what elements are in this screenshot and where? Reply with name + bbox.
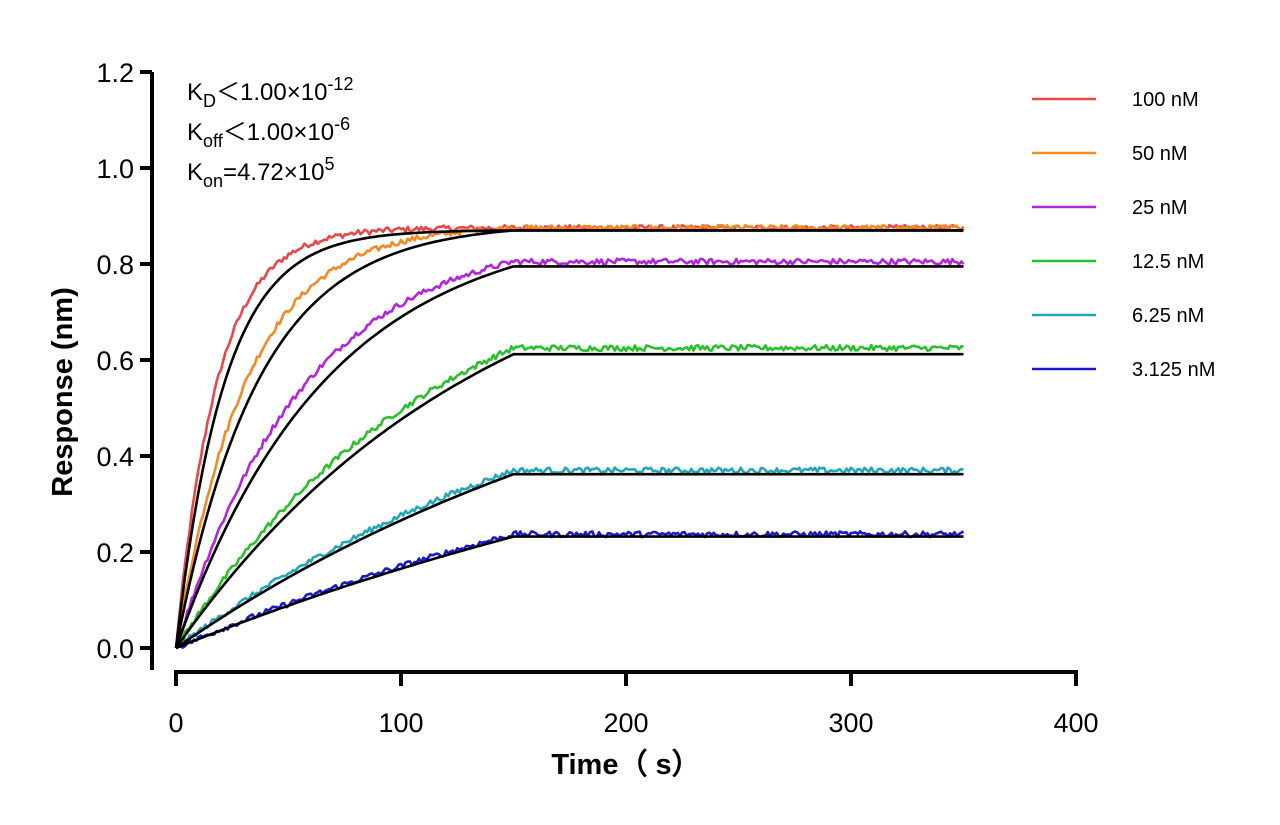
fit-line-50-nM (174, 229, 964, 649)
annotation-off: Koff＜1.00×10-6 (187, 114, 350, 151)
annotation-on: Kon=4.72×105 (187, 154, 335, 191)
x-tick-label: 200 (603, 708, 648, 738)
fit-line-100-nM (174, 229, 964, 649)
legend-label: 12.5 nM (1132, 251, 1204, 273)
axes-layer: 0.0 0.2 0.4 0.6 0.8 1.0 1.2 0 100 200 300 400 Time（ … (47, 58, 1099, 781)
x-tick-label: 400 (1053, 708, 1098, 738)
legend-label: 50 nM (1132, 143, 1188, 165)
x-axis-title: Time（ s） (551, 748, 700, 781)
x-tick-label: 100 (378, 708, 423, 738)
fit-line-6_25-nM (175, 472, 964, 650)
data-layer (174, 223, 965, 650)
y-tick-label: 0.6 (96, 346, 134, 376)
series-line-100-nM (174, 223, 965, 649)
y-tick-label: 1.0 (96, 154, 134, 184)
series-line-50-nM (174, 223, 965, 649)
legend-label: 25 nM (1132, 197, 1188, 219)
y-axis-title: Response (nm) (47, 287, 79, 496)
y-tick-label: 0.8 (96, 250, 134, 280)
x-tick-label: 300 (828, 708, 873, 738)
annotation-D: KD＜1.00×10-12 (187, 74, 353, 111)
y-tick-label: 0.4 (96, 442, 134, 472)
series-line-12_5-nM (174, 343, 964, 649)
legend-label: 6.25 nM (1132, 305, 1204, 327)
fit-line-25-nM (174, 265, 964, 649)
fit-line-3_125-nM (175, 535, 964, 650)
legend-label: 3.125 nM (1132, 359, 1215, 381)
fit-line-12_5-nM (174, 352, 964, 649)
y-tick-label: 0.0 (96, 634, 134, 664)
x-tick-label: 0 (168, 708, 183, 738)
y-tick-label: 1.2 (96, 58, 134, 88)
legend-label: 100 nM (1132, 89, 1199, 111)
y-tick-label: 0.2 (96, 538, 134, 568)
series-line-3_125-nM (175, 530, 965, 650)
legend-layer: 100 nM 50 nM 25 nM 12.5 nM 6.25 nM 3.125 nM (1032, 89, 1215, 381)
series-line-25-nM (174, 257, 965, 649)
